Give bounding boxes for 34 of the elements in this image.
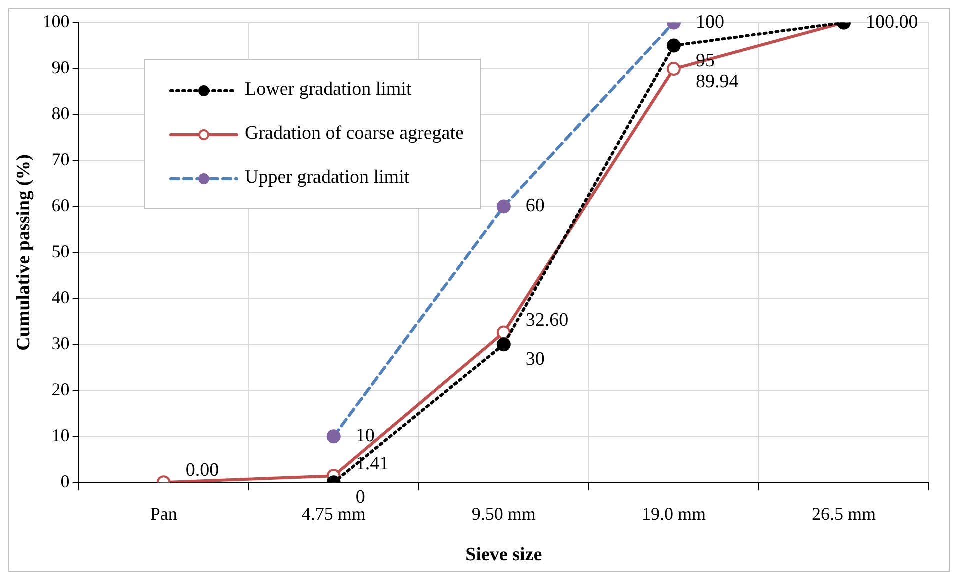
x-tick-label: 19.0 mm xyxy=(642,504,706,524)
x-tick-label: 26.5 mm xyxy=(812,504,876,524)
legend-label: Upper gradation limit xyxy=(245,167,410,188)
data-label: 30 xyxy=(526,349,545,370)
x-axis-title: Sieve size xyxy=(466,544,542,566)
point xyxy=(666,62,681,76)
data-label: 0.00 xyxy=(186,460,220,482)
y-tick-label: 50 xyxy=(52,241,70,262)
y-tick-label: 10 xyxy=(52,425,70,446)
y-tick-label: 60 xyxy=(52,195,70,216)
y-tick-label: 40 xyxy=(52,287,70,308)
y-tick-label: 80 xyxy=(52,103,70,124)
data-label: 1.41 xyxy=(356,454,390,475)
y-tick-label: 100 xyxy=(42,12,70,32)
data-label: 100 xyxy=(696,12,724,33)
point xyxy=(326,430,341,444)
y-tick-label: 30 xyxy=(52,333,70,354)
point xyxy=(496,338,511,352)
x-tick-label: Pan xyxy=(150,504,178,524)
data-label: 60 xyxy=(526,196,545,217)
data-label: 89.94 xyxy=(696,72,740,93)
y-tick-label: 20 xyxy=(52,379,70,400)
y-axis-title: Cumulative passing (%) xyxy=(13,154,34,351)
y-tick-label: 70 xyxy=(52,149,70,170)
y-tick-label: 0 xyxy=(60,471,70,492)
point xyxy=(496,200,511,214)
point xyxy=(666,38,681,53)
y-tick-label: 90 xyxy=(52,58,70,78)
data-label: 10 xyxy=(356,426,375,447)
x-tick-label: 9.50 mm xyxy=(472,504,536,524)
data-label: 32.60 xyxy=(526,310,569,332)
data-label: 100.00 xyxy=(866,12,918,33)
legend-label: Gradation of coarse agregate xyxy=(245,123,464,144)
legend-label: Lower gradation limit xyxy=(245,79,412,100)
